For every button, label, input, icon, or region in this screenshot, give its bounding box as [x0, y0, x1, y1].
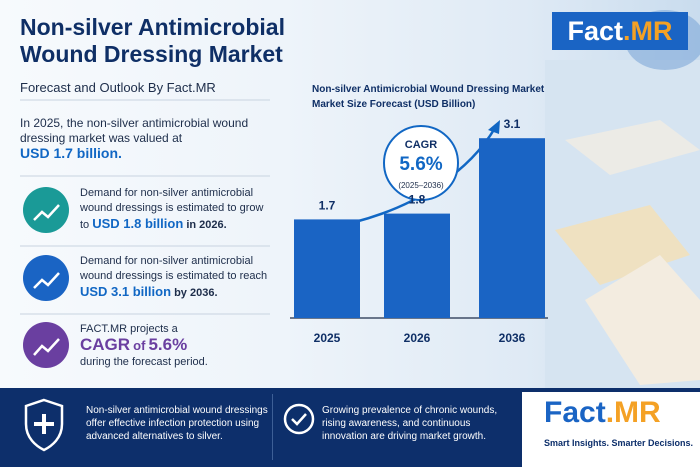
arrow-head — [488, 120, 500, 134]
x-tick-label: 2036 — [499, 331, 526, 345]
icon-glyph — [33, 272, 60, 289]
subtitle: Forecast and Outlook By Fact.MR — [20, 80, 216, 95]
fact-text: by 2036. — [174, 287, 218, 299]
icon-blue — [23, 255, 69, 301]
dressing-front — [585, 255, 700, 385]
bar — [479, 138, 545, 318]
icon-glyph — [33, 204, 60, 221]
title-line: Wound Dressing Market — [20, 41, 283, 67]
value-label: 1.8 — [409, 193, 426, 207]
fact-item: Demand for non-silver antimicrobial woun… — [80, 186, 270, 233]
check-circle — [283, 403, 315, 435]
dressing-top — [565, 120, 700, 175]
title: Non-silver Antimicrobial Wound Dressing M… — [20, 14, 310, 68]
bar — [384, 213, 450, 318]
cagr-value: 5.6% — [399, 154, 442, 175]
fact-item: FACT.MR projects a CAGR of 5.6% during the… — [80, 322, 270, 370]
fact-highlight: USD 1.8 billion — [92, 216, 184, 231]
shield-icon — [24, 398, 64, 452]
icon-glyph — [33, 338, 60, 356]
title-line: Non-silver Antimicrobial — [20, 14, 285, 40]
fact-highlight: USD 3.1 billion — [80, 284, 172, 299]
fact-item: Demand for non-silver antimicrobial woun… — [80, 254, 270, 301]
fact-text: during the forecast period. — [80, 356, 208, 368]
intro-highlight: USD 1.7 billion. — [20, 145, 122, 161]
value-label: 3.1 — [504, 117, 521, 131]
chart-subtitle: Market Size Forecast (USD Billion) — [312, 99, 475, 110]
fact-text: Demand for non-silver antimicrobial woun… — [80, 187, 264, 231]
fact-highlight: 5.6% — [148, 335, 188, 354]
cagr-badge — [383, 125, 459, 201]
x-tick-label: 2026 — [404, 331, 431, 345]
logo-name: Fact — [544, 396, 606, 429]
value-label: 1.7 — [319, 198, 336, 212]
bottom-text: Growing prevalence of chronic wounds, ri… — [322, 405, 498, 442]
icon-teal — [23, 187, 69, 233]
check-icon — [283, 403, 315, 435]
x-tick-label: 2025 — [314, 331, 341, 345]
logo-suffix: .MR — [605, 396, 661, 429]
logo-box: Fact.MR — [522, 392, 700, 467]
fact-highlight: CAGR — [80, 335, 131, 354]
fact-text: Demand for non-silver antimicrobial woun… — [80, 255, 268, 282]
icon-purple — [23, 322, 69, 368]
bottom-text: Non-silver antimicrobial wound dressings… — [86, 405, 268, 442]
tagline: Smart Insights. Smarter Decisions. — [544, 438, 694, 448]
bar — [294, 219, 360, 318]
intro: In 2025, the non-silver antimicrobial wo… — [20, 116, 270, 162]
logo-suffix: .MR — [623, 16, 673, 46]
logo: Fact.MR — [552, 12, 688, 50]
cagr-period: (2025–2036) — [398, 181, 444, 190]
chart-title: Non-silver Antimicrobial Wound Dressing … — [312, 84, 545, 95]
check — [291, 413, 307, 426]
separator — [272, 394, 273, 460]
shield — [24, 398, 64, 452]
cagr-label: CAGR — [405, 139, 437, 151]
fact-text: in 2026. — [186, 219, 227, 231]
logo: Fact.MR — [544, 396, 661, 430]
logo-name: Fact — [567, 16, 624, 46]
cross — [34, 414, 54, 434]
intro-text: In 2025, the non-silver antimicrobial wo… — [20, 116, 249, 145]
fact-text: FACT.MR projects a — [80, 323, 178, 335]
fact-highlight: of — [133, 338, 146, 353]
